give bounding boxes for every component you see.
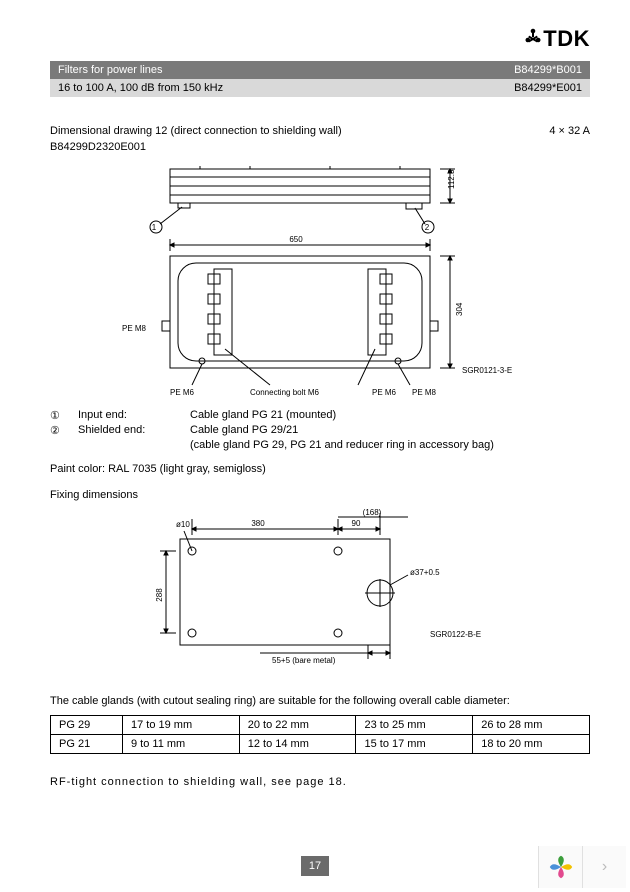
cell: 18 to 20 mm (473, 735, 590, 754)
section-title-row: Dimensional drawing 12 (direct connectio… (50, 125, 590, 137)
bottom-nav: › (538, 846, 626, 888)
header-dark-right: B84299*B001 (514, 64, 582, 76)
current-spec: 4 × 32 A (549, 125, 590, 137)
header-bar-dark: Filters for power lines B84299*B001 (50, 61, 590, 79)
legend1-text: Cable gland PG 21 (mounted) (190, 409, 336, 422)
dim-90: 90 (352, 519, 361, 528)
cable-gland-table: PG 29 17 to 19 mm 20 to 22 mm 23 to 25 m… (50, 715, 590, 754)
tdk-mark-icon (523, 27, 543, 53)
legend2b-text: (cable gland PG 29, PG 21 and reducer ri… (190, 439, 494, 451)
cell: 17 to 19 mm (122, 716, 239, 735)
cell: 12 to 14 mm (239, 735, 356, 754)
cell: PG 21 (51, 735, 123, 754)
dim-650: 650 (289, 235, 303, 244)
callout-1: 1 (152, 223, 157, 232)
legend1-label: Input end: (78, 409, 178, 422)
dim-diam: ø37+0.5 (410, 568, 440, 577)
legend-block: ① Input end: Cable gland PG 21 (mounted)… (50, 409, 590, 451)
cell: 9 to 11 mm (122, 735, 239, 754)
drawing-1: 112.5 1 2 650 (50, 161, 590, 401)
header-dark-left: Filters for power lines (58, 64, 163, 76)
part-number: B84299D2320E001 (50, 141, 590, 153)
dim-304: 304 (455, 302, 464, 316)
cell: 20 to 22 mm (239, 716, 356, 735)
callout-2: 2 (425, 223, 430, 232)
label-pe-m8-left: PE M8 (122, 324, 147, 333)
legend1-sym: ① (50, 409, 66, 422)
legend2-sym: ② (50, 424, 66, 437)
drawing1-code: SGR0121-3-E (462, 366, 512, 375)
legend2-text: Cable gland PG 29/21 (190, 424, 298, 437)
dim-380: 380 (251, 519, 265, 528)
label-pe-m6-l: PE M6 (170, 388, 195, 397)
fixing-heading: Fixing dimensions (50, 489, 590, 501)
cell: 26 to 28 mm (473, 716, 590, 735)
label-conn-bolt: Connecting bolt M6 (250, 388, 319, 397)
header-light-left: 16 to 100 A, 100 dB from 150 kHz (58, 82, 223, 94)
drawing-title: Dimensional drawing 12 (direct connectio… (50, 125, 342, 137)
brand-logo: TDK (50, 26, 590, 53)
label-pe-m8-right: PE M8 (412, 388, 437, 397)
header-light-right: B84299*E001 (514, 82, 582, 94)
page-number: 17 (301, 856, 329, 876)
dim-112: 112.5 (447, 169, 456, 189)
rf-tight-note: RF-tight connection to shielding wall, s… (50, 776, 590, 788)
paint-color: Paint color: RAL 7035 (light gray, semig… (50, 463, 590, 475)
dim-168: (168) (363, 509, 382, 517)
flower-icon (547, 853, 575, 881)
legend2-label: Shielded end: (78, 424, 178, 437)
drawing-2: ø10 380 90 (168) 288 ø37+0.5 55+5 (bare … (50, 509, 590, 669)
cell: PG 29 (51, 716, 123, 735)
nav-logo-tile[interactable] (538, 846, 582, 888)
header-bar-light: 16 to 100 A, 100 dB from 150 kHz B84299*… (50, 79, 590, 97)
table-note: The cable glands (with cutout sealing ri… (50, 695, 590, 707)
table-row: PG 29 17 to 19 mm 20 to 22 mm 23 to 25 m… (51, 716, 590, 735)
table-row: PG 21 9 to 11 mm 12 to 14 mm 15 to 17 mm… (51, 735, 590, 754)
dim-hole: ø10 (176, 520, 190, 529)
dim-bare: 55+5 (bare metal) (272, 656, 336, 665)
brand-text: TDK (543, 26, 590, 51)
chevron-right-icon: › (602, 858, 607, 876)
cell: 23 to 25 mm (356, 716, 473, 735)
nav-next-button[interactable]: › (582, 846, 626, 888)
drawing2-code: SGR0122-B-E (430, 630, 481, 639)
cell: 15 to 17 mm (356, 735, 473, 754)
label-pe-m6-r: PE M6 (372, 388, 397, 397)
dim-288: 288 (155, 588, 164, 602)
